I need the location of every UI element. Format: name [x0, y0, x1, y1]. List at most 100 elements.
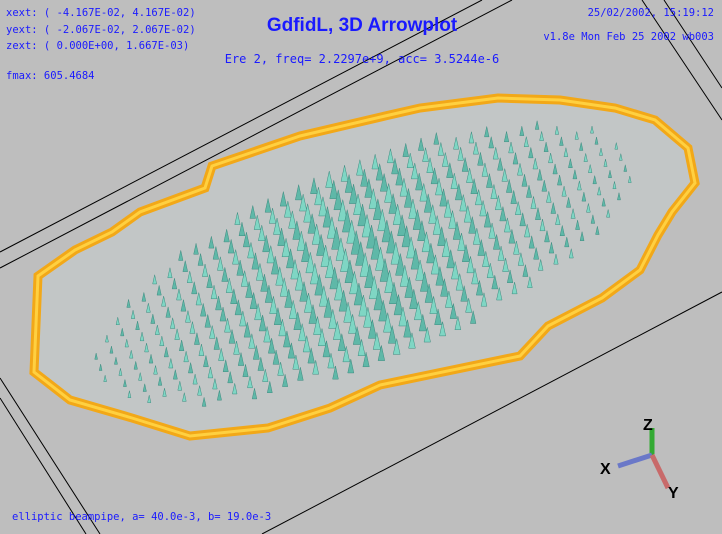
- field-arrow: [432, 215, 442, 235]
- field-arrow: [207, 366, 214, 379]
- field-arrow: [439, 321, 446, 337]
- field-arrow: [535, 207, 541, 220]
- field-arrow: [552, 163, 558, 175]
- field-arrow: [440, 278, 449, 297]
- field-arrow: [183, 351, 189, 363]
- field-arrow: [608, 170, 612, 178]
- field-arrow: [322, 340, 331, 358]
- field-arrow: [539, 131, 544, 141]
- field-arrow: [415, 173, 424, 191]
- field-arrow: [537, 169, 543, 181]
- field-arrow: [575, 220, 580, 230]
- field-arrow: [515, 201, 522, 215]
- field-arrow: [332, 365, 339, 380]
- field-arrow: [483, 211, 492, 228]
- field-arrow: [191, 281, 198, 295]
- field-arrow: [617, 192, 621, 201]
- field-arrow: [222, 359, 229, 372]
- field-arrow: [493, 234, 501, 250]
- field-arrow: [361, 214, 373, 238]
- field-arrow: [322, 206, 333, 228]
- field-arrow: [299, 281, 309, 302]
- field-arrow: [557, 174, 563, 186]
- field-arrow: [290, 259, 300, 280]
- field-arrow: [262, 235, 271, 253]
- field-arrow: [139, 332, 145, 342]
- field-arrow: [338, 290, 349, 312]
- field-arrow: [218, 348, 225, 361]
- field-arrow: [303, 293, 314, 313]
- field-arrow: [553, 254, 559, 265]
- field-arrow: [492, 147, 499, 160]
- field-arrow: [389, 282, 399, 304]
- field-arrow: [486, 173, 493, 188]
- field-arrow: [328, 309, 338, 329]
- field-arrow: [127, 390, 132, 398]
- field-arrow: [197, 385, 203, 396]
- field-arrow: [232, 249, 240, 265]
- field-arrow: [404, 277, 415, 298]
- field-arrow: [544, 230, 550, 243]
- field-arrow: [129, 350, 134, 359]
- field-arrow: [366, 225, 377, 249]
- field-arrow: [368, 275, 380, 300]
- field-arrow: [281, 238, 291, 258]
- field-arrow: [178, 250, 184, 261]
- field-arrow: [198, 344, 205, 356]
- field-arrow: [421, 231, 432, 253]
- field-arrow: [188, 362, 194, 374]
- field-arrow: [335, 237, 347, 261]
- field-arrow: [387, 148, 394, 164]
- field-arrow: [481, 162, 489, 177]
- field-arrow: [340, 165, 349, 182]
- z-label: Z: [643, 417, 653, 434]
- field-arrow: [470, 178, 478, 194]
- field-arrow: [326, 216, 337, 239]
- field-arrow: [165, 306, 171, 318]
- field-arrow: [377, 345, 386, 361]
- field-arrow: [346, 220, 358, 244]
- field-arrow: [212, 378, 218, 390]
- field-arrow: [245, 281, 253, 298]
- field-arrow: [201, 397, 207, 407]
- field-arrow: [287, 342, 296, 359]
- field-arrow: [269, 296, 278, 314]
- field-arrow: [508, 229, 516, 244]
- field-arrow: [159, 336, 165, 347]
- y-axis: [649, 453, 671, 490]
- field-arrow: [277, 228, 286, 246]
- field-arrow: [454, 183, 463, 201]
- field-arrow: [506, 179, 513, 193]
- field-arrow: [577, 180, 582, 191]
- field-arrow: [154, 324, 160, 335]
- field-arrow: [242, 364, 249, 377]
- field-arrow: [510, 190, 517, 204]
- field-arrow: [517, 252, 524, 266]
- field-arrow: [319, 285, 329, 307]
- field-arrow: [572, 169, 578, 180]
- box-edge: [261, 291, 722, 534]
- field-arrow: [372, 332, 381, 350]
- field-arrow: [455, 273, 464, 291]
- field-arrow: [228, 329, 236, 344]
- field-arrow: [399, 178, 409, 197]
- field-arrow: [433, 132, 440, 145]
- field-arrow: [410, 162, 419, 180]
- field-arrow: [272, 349, 280, 365]
- field-arrow: [568, 158, 573, 169]
- field-arrow: [185, 310, 191, 323]
- field-arrow: [391, 158, 399, 175]
- field-arrow: [537, 259, 544, 271]
- field-arrow: [348, 314, 358, 334]
- field-arrow: [312, 360, 320, 375]
- field-arrow: [299, 194, 308, 212]
- field-arrow: [472, 141, 479, 155]
- field-arrow: [303, 203, 312, 223]
- field-arrow: [429, 296, 438, 314]
- field-arrow: [182, 260, 188, 272]
- footer: elliptic beampipe, a= 40.0e-3, b= 19.0e-…: [12, 511, 271, 523]
- field-arrow: [342, 346, 351, 363]
- field-arrow: [623, 164, 628, 172]
- field-arrow: [356, 159, 364, 176]
- field-arrow: [157, 376, 163, 386]
